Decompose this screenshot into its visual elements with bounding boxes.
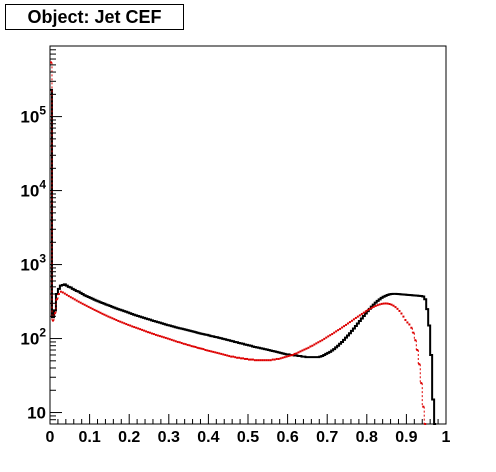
y-tick-label: 105 xyxy=(20,104,46,127)
chart-title: Object: Jet CEF xyxy=(5,4,184,30)
x-tick-label: 0.4 xyxy=(197,429,219,446)
y-tick-label: 10 xyxy=(27,404,46,423)
x-tick-label: 0.1 xyxy=(78,429,100,446)
x-tick-label: 0.2 xyxy=(118,429,140,446)
x-tick-label: 0.5 xyxy=(237,429,259,446)
x-tick-label: 1 xyxy=(442,429,451,446)
x-tick-label: 0.9 xyxy=(395,429,417,446)
y-tick-label: 103 xyxy=(20,252,46,275)
series-line xyxy=(50,88,437,425)
plot-frame xyxy=(49,45,447,425)
x-tick-label: 0.7 xyxy=(316,429,338,446)
y-tick-label: 104 xyxy=(20,178,46,201)
x-tick-label: 0.6 xyxy=(276,429,298,446)
x-tick-label: 0.8 xyxy=(356,429,378,446)
x-tick-label: 0 xyxy=(46,429,55,446)
y-tick-label: 102 xyxy=(20,326,46,349)
x-tick-label: 0.3 xyxy=(158,429,180,446)
